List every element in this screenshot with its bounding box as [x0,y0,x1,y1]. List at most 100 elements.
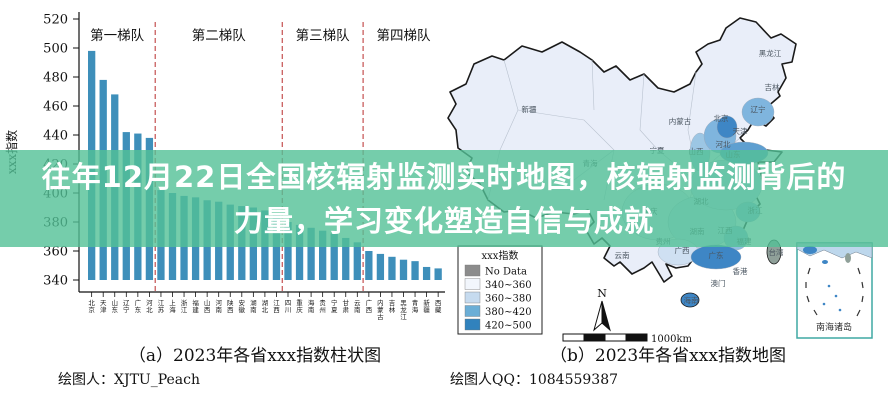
map-legend: xxx指数 No Data 340~360 360~380 380~420 420~50… [457,245,543,335]
y-tick-label: 500 [43,42,68,57]
title-banner: 往年12月22日全国核辐射监测实时地图，核辐射监测背后的 力量，学习变化塑造自信… [0,150,888,247]
province-label: 黑龙江 [759,48,782,58]
x-tick-label: 黑龙江 [400,299,407,321]
x-tick-label: 云南 [354,299,361,314]
bar [399,259,408,280]
province-label: 广西 [675,245,690,255]
legend-swatch [464,278,481,290]
x-tick-label: 陕西 [227,298,234,314]
legend-swatch [464,291,481,304]
province-label: 澳门 [711,278,726,288]
province-label: 海南 [684,295,699,305]
tier-label: 第一梯队 [90,27,144,44]
x-axis-labels: 北京天津山东辽宁广东河北江苏上海浙江福建山西河南陕西安徽湖南湖北江西四川重庆海南… [88,292,442,321]
south-sea-inset: 南海诸岛 [796,242,873,339]
bar [411,261,419,280]
tier-label: 第二梯队 [192,27,246,44]
x-tick-label: 辽宁 [123,299,130,314]
x-tick-label: 青海 [412,298,419,314]
banner-line-1: 往年12月22日全国核辐射监测实时地图，核辐射监测背后的 [41,159,847,194]
x-tick-label: 上海 [169,298,176,314]
x-tick-label: 甘肃 [343,298,350,314]
tier-divider-lines [154,22,364,292]
nine-dash-line [805,267,864,317]
x-tick-label: 河北 [146,299,153,314]
tier-label: 第三梯队 [296,27,350,44]
x-tick-label: 西藏 [435,299,442,314]
legend-items: No Data 340~360 360~380 380~420 420~500 [464,264,532,332]
bar [319,230,327,280]
x-tick-label: 重庆 [296,299,303,314]
legend-swatch [464,264,481,277]
x-tick-label: 宁夏 [331,298,338,314]
x-tick-label: 湖南 [250,298,257,314]
hainan-island [680,292,700,308]
bar [365,251,373,280]
north-arrow: N [593,287,611,332]
y-tick-label: 360 [43,245,68,260]
bar [434,268,442,280]
x-tick-label: 海南 [308,298,315,314]
x-tick-label: 浙江 [181,298,188,314]
x-tick-label: 山东 [112,298,119,314]
legend-swatch [464,305,481,317]
province-label: 天津 [733,127,748,136]
legend-label: 360~380 [485,294,532,305]
province-label: 内蒙古 [669,116,692,126]
x-tick-label: 江苏 [158,299,165,314]
chart-credit: 绘图人：XJTU_Peach [58,372,200,388]
x-tick-label: 四川 [285,299,292,314]
province-label: 北京 [714,113,729,123]
y-tick-label: 440 [43,129,68,144]
scale-bar: 1000km [562,333,693,345]
bar [388,256,396,280]
banner-line-2: 力量，学习变化塑造自信与成就 [233,203,654,238]
x-tick-label: 新疆 [423,298,430,314]
x-tick-label: 山西 [204,298,211,314]
inset-islands [822,284,842,312]
province-label: 辽宁 [751,104,766,114]
legend-label: 420~500 [485,321,532,332]
x-tick-label: 江西 [273,299,280,314]
province-label: 云南 [615,250,630,260]
bar [376,253,385,280]
tier-labels: 第一梯队 第二梯队 第三梯队 第四梯队 [90,27,431,44]
province-label: 新疆 [522,104,537,114]
compass-label: N [597,287,607,300]
legend-label: 380~420 [485,307,532,318]
legend-label: No Data [485,267,527,278]
chart-caption: （a）2023年各省xxx指数柱状图 [129,346,381,366]
bar [307,227,315,280]
bar [353,242,361,280]
province-label: 台湾 [769,247,784,257]
map-caption: （b）2023年各省xxx指数地图 [550,346,786,366]
y-tick-label: 520 [43,13,68,28]
x-tick-label: 安徽 [239,298,246,314]
legend-title: xxx指数 [482,249,519,262]
bar [295,224,304,280]
province-label: 广东 [709,250,724,260]
province-label: 吉林 [765,82,780,92]
legend-swatch [464,318,481,331]
x-tick-label: 天津 [100,299,107,314]
province-label: 香港 [733,266,748,276]
x-tick-label: 北京 [88,299,95,314]
bar [342,237,350,280]
map-credit: 绘图人QQ：1084559387 [450,372,618,388]
x-tick-label: 广西 [366,298,373,314]
y-tick-label: 340 [43,274,68,289]
x-tick-label: 湖北 [262,298,269,314]
x-tick-label: 河南 [215,299,222,314]
bar [330,233,338,280]
x-tick-label: 吉林 [389,299,396,314]
province-label: 河北 [716,140,731,149]
inset-label: 南海诸岛 [816,321,852,333]
y-tick-label: 480 [43,71,68,86]
bar [284,222,292,280]
x-tick-label: 广东 [135,298,142,314]
x-tick-label: 贵州 [319,298,326,314]
bar [422,266,431,280]
scale-label: 1000km [651,334,693,345]
tier-label: 第四梯队 [377,27,431,44]
